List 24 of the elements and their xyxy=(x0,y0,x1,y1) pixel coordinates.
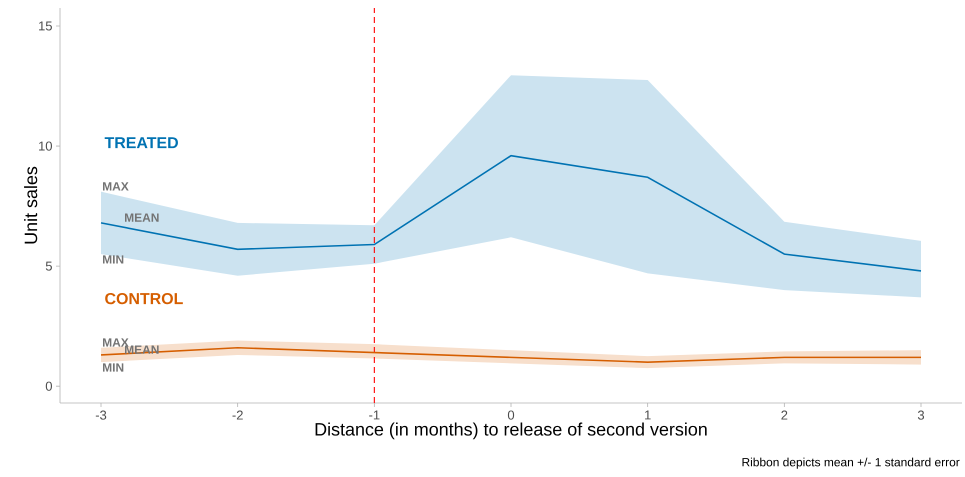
x-tick-label: 2 xyxy=(781,410,788,420)
line-series xyxy=(100,154,922,272)
x-tick-label: -2 xyxy=(232,410,243,420)
annotation: MEAN xyxy=(125,346,159,354)
y-axis-title: Unit sales xyxy=(24,166,38,244)
text: TREATED xyxy=(104,137,178,148)
x-tick-label: -3 xyxy=(96,410,106,420)
x-tick-label: -1 xyxy=(369,410,380,420)
y-tick-label: 10 xyxy=(39,141,52,151)
annotation: MAX xyxy=(103,182,129,190)
x-tick-label: 1 xyxy=(645,410,651,420)
annotation: MEAN xyxy=(125,213,159,222)
text: Ribbon depicts mean +/- 1 standard error xyxy=(742,458,960,469)
annotation: MIN xyxy=(103,255,124,264)
x-axis-title: Distance (in months) to release of second version xyxy=(316,422,707,440)
y-tick-label: 0 xyxy=(46,382,52,391)
text: CONTROL xyxy=(105,292,183,304)
x-tick-label: 3 xyxy=(918,410,924,420)
annotation: MAX xyxy=(103,338,129,347)
x-tick-label: 0 xyxy=(508,410,514,420)
y-tick-label: 15 xyxy=(39,21,52,31)
annotation: MIN xyxy=(103,363,124,372)
y-tick-label: 5 xyxy=(46,262,52,271)
line-series xyxy=(100,346,922,363)
